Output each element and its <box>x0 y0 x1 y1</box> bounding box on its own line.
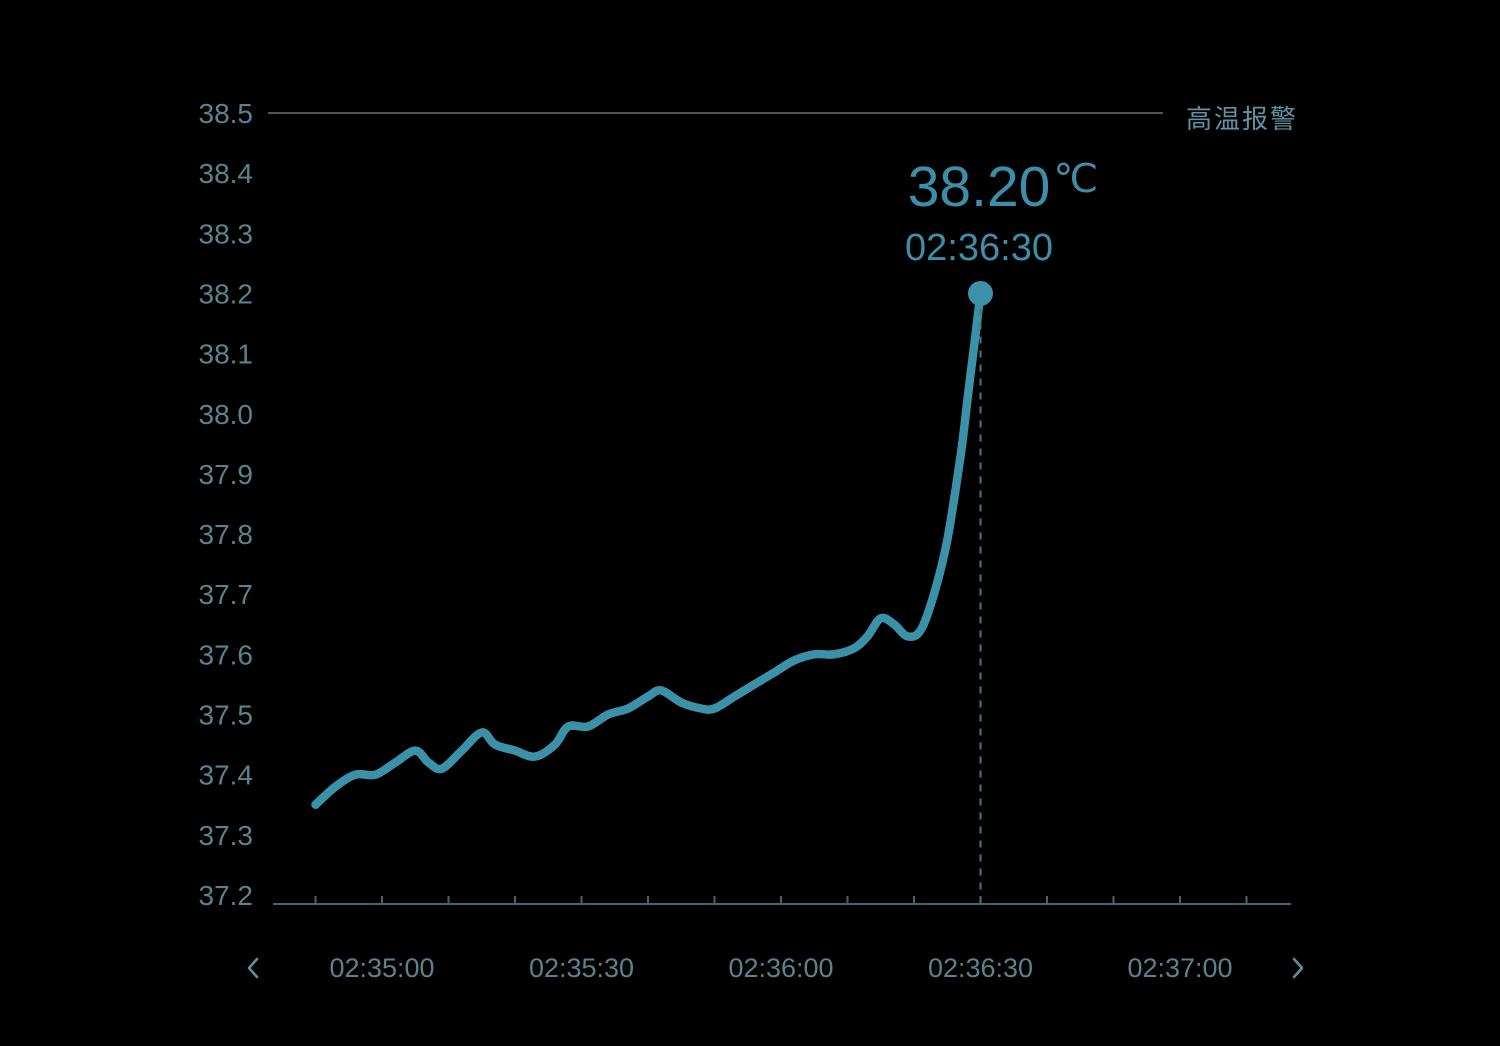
y-axis-label: 38.0 <box>199 399 254 430</box>
pan-left-button[interactable] <box>236 951 270 985</box>
y-axis-label: 37.9 <box>199 459 254 490</box>
temp-unit-celsius: ℃ <box>1053 157 1099 201</box>
y-axis-label: 37.6 <box>199 639 254 670</box>
y-axis-label: 38.4 <box>199 158 254 189</box>
pan-right-button[interactable] <box>1281 951 1315 985</box>
x-axis-label: 02:37:00 <box>1127 953 1232 983</box>
chevron-right-icon <box>1292 957 1304 979</box>
chevron-left-icon <box>247 957 259 979</box>
y-axis-label: 37.5 <box>199 700 254 731</box>
x-axis-label: 02:35:30 <box>529 953 634 983</box>
x-axis-label: 02:35:00 <box>329 953 434 983</box>
y-axis-label: 37.8 <box>199 519 254 550</box>
y-axis-label: 37.3 <box>199 820 254 851</box>
current-point-marker[interactable] <box>968 280 993 306</box>
x-axis-label: 02:36:00 <box>728 953 833 983</box>
y-axis-label: 37.7 <box>199 579 254 610</box>
temperature-line <box>311 289 985 809</box>
y-axis-label: 38.5 <box>199 98 254 129</box>
current-temp-annotation: 38.20℃ <box>908 156 1099 219</box>
y-axis-label: 37.4 <box>199 760 254 791</box>
current-temp-value: 38.20 <box>907 155 1051 219</box>
y-axis-label: 38.3 <box>199 218 254 249</box>
high-temp-alarm-label: 高温报警 <box>1186 104 1299 134</box>
y-axis-label: 38.1 <box>199 339 254 370</box>
x-axis-label: 02:36:30 <box>928 953 1033 983</box>
y-axis-label: 37.2 <box>199 880 254 911</box>
current-temp-time: 02:36:30 <box>905 227 1053 269</box>
y-axis-label: 38.2 <box>199 278 254 309</box>
